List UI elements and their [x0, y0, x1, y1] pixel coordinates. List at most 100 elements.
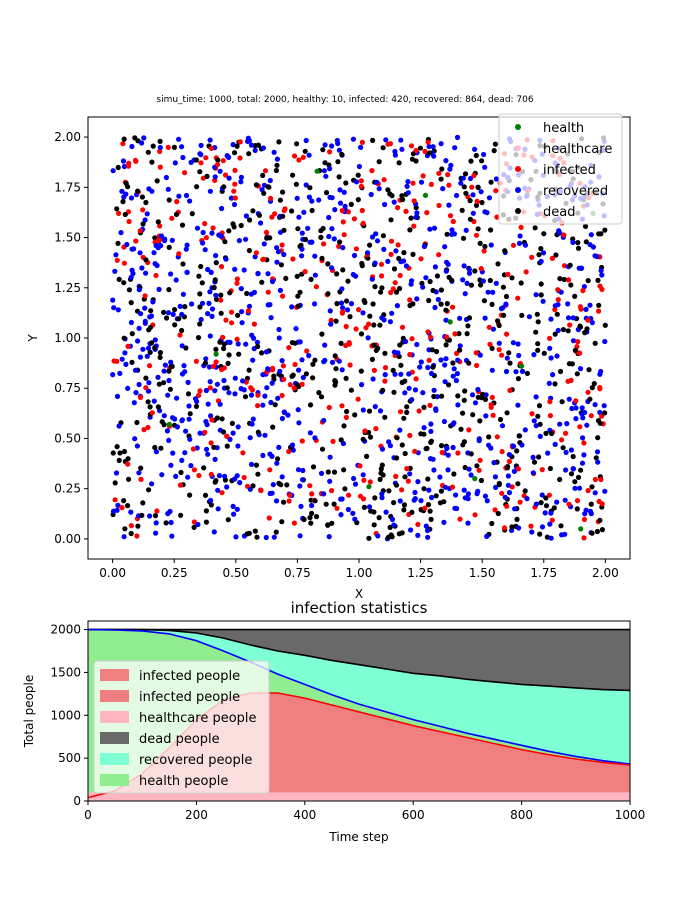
infected-point: [249, 387, 255, 393]
recovered-point: [329, 226, 335, 232]
health-point: [422, 192, 429, 198]
recovered-point: [195, 521, 201, 528]
dead-point: [115, 240, 121, 246]
infected-point: [510, 242, 517, 248]
dead-point: [155, 404, 161, 410]
dead-point: [463, 190, 469, 196]
recovered-point: [350, 136, 356, 142]
recovered-point: [240, 378, 246, 384]
infected-point: [119, 505, 125, 511]
dead-point: [335, 159, 341, 165]
dead-point: [303, 371, 309, 377]
infected-point: [596, 498, 602, 505]
dead-point: [500, 284, 506, 290]
infected-point: [157, 164, 163, 170]
health-point: [472, 476, 478, 482]
recovered-point: [397, 498, 403, 504]
dead-point: [496, 482, 502, 488]
dead-point: [252, 528, 258, 534]
infected-point: [424, 210, 430, 216]
recovered-point: [298, 503, 304, 509]
dead-point: [393, 482, 400, 488]
infected-point: [359, 139, 365, 145]
recovered-point: [517, 233, 523, 239]
infected-point: [501, 525, 508, 531]
recovered-point: [327, 454, 333, 460]
recovered-point: [408, 281, 414, 287]
dead-point: [129, 331, 135, 337]
dead-point: [481, 298, 487, 304]
recovered-point: [493, 280, 499, 286]
infected-point: [381, 177, 387, 183]
dead-point: [168, 363, 174, 369]
dead-point: [578, 467, 584, 473]
dead-point: [455, 393, 461, 399]
dead-point: [171, 144, 177, 150]
recovered-point: [511, 506, 518, 512]
dead-point: [408, 215, 414, 221]
dead-point: [541, 231, 547, 237]
recovered-point: [366, 504, 373, 510]
infected-point: [559, 437, 565, 443]
recovered-point: [170, 415, 176, 421]
recovered-point: [285, 412, 291, 418]
infected-point: [362, 428, 368, 434]
dead-point: [461, 184, 467, 190]
infected-point: [425, 139, 431, 145]
infected-point: [363, 325, 369, 331]
recovered-point: [275, 395, 281, 401]
dead-point: [334, 271, 340, 277]
recovered-point: [307, 430, 313, 436]
dead-point: [332, 382, 338, 388]
recovered-point: [260, 402, 266, 408]
recovered-point: [155, 374, 161, 380]
recovered-point: [165, 186, 171, 192]
dead-point: [602, 410, 608, 416]
recovered-point: [142, 305, 148, 311]
infected-point: [286, 345, 292, 351]
recovered-point: [483, 413, 489, 419]
dead-point: [462, 464, 468, 471]
recovered-point: [338, 496, 344, 502]
recovered-point: [441, 519, 447, 526]
infected-point: [237, 155, 243, 161]
dead-point: [189, 211, 195, 217]
recovered-point: [431, 387, 437, 393]
recovered-point: [327, 194, 333, 200]
infected-point: [213, 359, 219, 365]
infected-point: [407, 351, 413, 358]
infected-point: [128, 523, 134, 529]
recovered-point: [276, 444, 282, 450]
recovered-point: [498, 306, 505, 312]
recovered-point: [169, 237, 175, 243]
recovered-point: [443, 317, 449, 323]
infected-point: [473, 232, 480, 238]
recovered-point: [530, 470, 536, 476]
infected-point: [280, 293, 286, 299]
recovered-point: [235, 443, 241, 449]
recovered-point: [275, 249, 281, 255]
recovered-point: [374, 238, 381, 244]
recovered-point: [461, 263, 467, 269]
dead-point: [376, 159, 382, 165]
dead-point: [213, 346, 219, 352]
recovered-point: [230, 142, 236, 148]
area-legend-swatch: [100, 690, 129, 702]
dead-point: [478, 282, 484, 288]
recovered-point: [306, 194, 312, 200]
infected-point: [505, 271, 511, 277]
area-x-tick-label: 400: [293, 808, 316, 822]
infected-point: [575, 339, 581, 345]
recovered-point: [601, 403, 607, 409]
infected-point: [198, 160, 204, 166]
recovered-point: [119, 188, 125, 194]
recovered-point: [213, 253, 219, 259]
dead-point: [464, 331, 470, 337]
infected-point: [404, 466, 410, 472]
infected-point: [472, 512, 478, 518]
dead-point: [430, 364, 436, 370]
recovered-point: [269, 380, 275, 386]
dead-point: [316, 390, 322, 396]
recovered-point: [588, 510, 594, 517]
recovered-point: [372, 260, 378, 266]
